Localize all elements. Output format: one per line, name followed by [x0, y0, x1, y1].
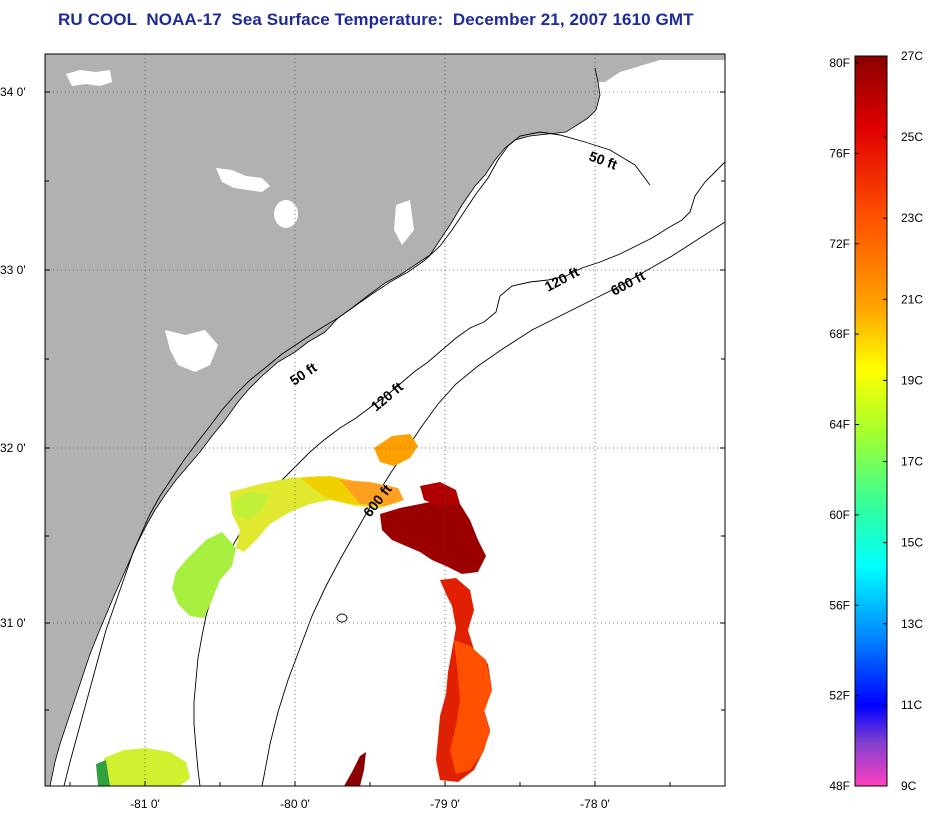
colorbar-c-label: 9C [901, 779, 917, 793]
isobath-120ft [193, 161, 725, 786]
coastal-marsh [165, 330, 218, 372]
lon-label-80: -80 0' [280, 797, 310, 811]
colorbar-c-label: 11C [901, 698, 922, 712]
colorbar-frame [854, 55, 888, 787]
colorbar-c-label: 19C [901, 373, 923, 387]
colorbar-c-label: 21C [901, 292, 923, 306]
land-northeast [588, 54, 725, 82]
lon-label-78: -78 0' [580, 797, 610, 811]
colorbar-c-label: 15C [901, 536, 923, 550]
colorbar-c-label: 13C [901, 617, 923, 631]
lat-label-31: 31 0' [0, 616, 26, 630]
isobath-50ft [63, 131, 651, 786]
colorbar-c-label: 17C [901, 455, 923, 469]
colorbar-f-label: 52F [829, 689, 850, 703]
colorbar-f-label: 68F [829, 327, 850, 341]
axis-ticks [45, 91, 725, 786]
colorbar-f-label: 76F [829, 146, 850, 160]
lat-label-32: 32 0' [0, 441, 26, 455]
colorbar-f-label: 60F [829, 508, 850, 522]
lon-label-81: -81 0' [130, 797, 160, 811]
lake-3 [274, 200, 298, 228]
colorbar-f-label: 64F [829, 418, 850, 432]
lat-label-34: 34 0' [0, 85, 26, 99]
grid [45, 54, 725, 786]
lat-label-33: 33 0' [0, 263, 26, 277]
lake-2 [216, 168, 270, 192]
isobath-600ft [261, 221, 725, 786]
colorbar-f-label: 72F [829, 237, 850, 251]
colorbar-c-label: 23C [901, 211, 923, 225]
colorbar-c-label: 25C [901, 130, 923, 144]
seamount-contour [336, 613, 348, 623]
colorbar-f-label: 48F [829, 779, 850, 793]
land-mass [45, 54, 600, 786]
lake-4 [394, 200, 414, 245]
lake-1 [66, 70, 112, 86]
colorbar-c-label: 27C [901, 49, 923, 63]
map-title: RU COOL NOAA-17 Sea Surface Temperature:… [58, 10, 694, 29]
sst-patches [96, 434, 492, 786]
lon-label-79: -79 0' [430, 797, 460, 811]
map-frame [44, 53, 726, 787]
colorbar-gradient [855, 56, 887, 786]
colorbar-f-label: 80F [829, 56, 850, 70]
coastline [49, 67, 601, 786]
colorbar: 80F 76F 72F 68F 64F 60F 56F 52F 48F 27C 25C 23C 21C… [829, 49, 923, 793]
colorbar-f-label: 56F [829, 598, 850, 612]
